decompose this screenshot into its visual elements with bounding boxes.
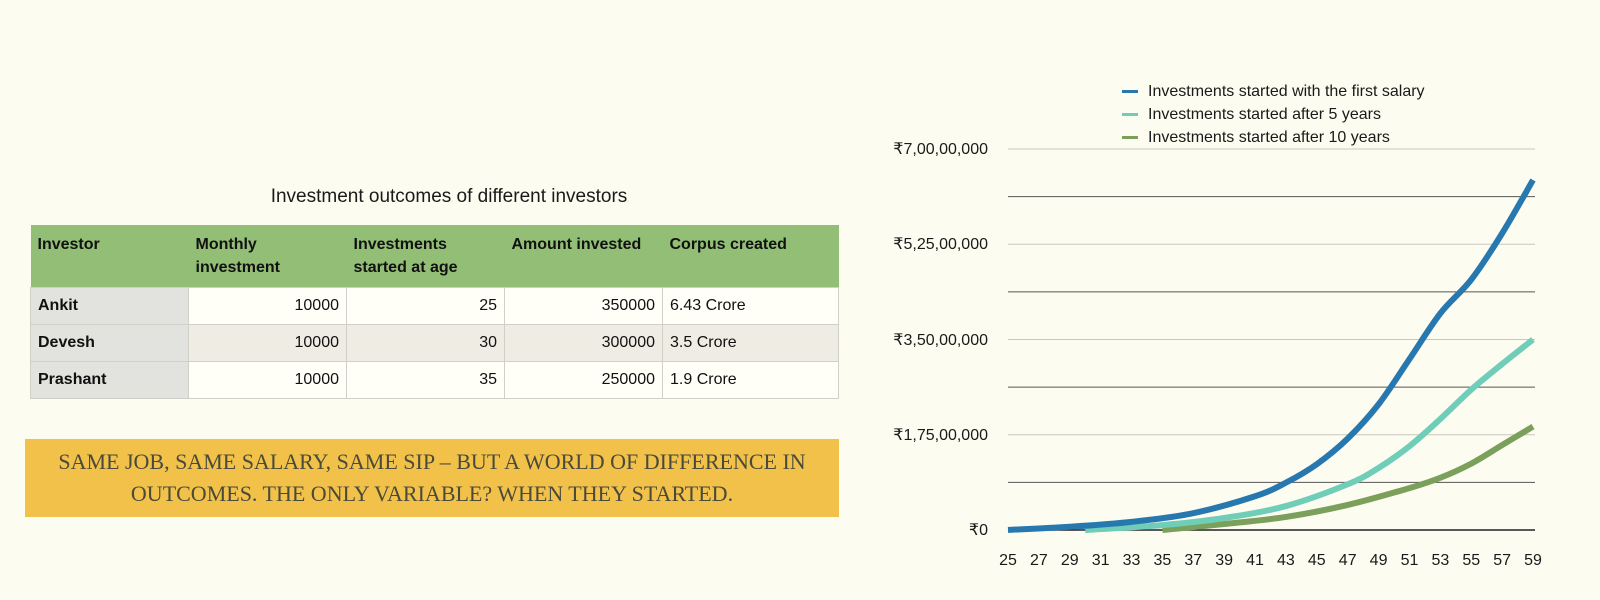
cell-investor: Prashant xyxy=(30,361,189,399)
table-header-row: Investor Monthly investment Investments … xyxy=(30,225,839,288)
cell-invested: 250000 xyxy=(504,361,663,399)
x-tick-label: 41 xyxy=(1246,552,1264,569)
y-tick-label: ₹0 xyxy=(968,522,988,539)
legend-label: Investments started after 10 years xyxy=(1148,128,1390,146)
cell-investor: Ankit xyxy=(30,287,189,325)
legend-label: Investments started with the first salar… xyxy=(1148,82,1425,100)
table-row: Ankit 10000 25 350000 6.43 Crore xyxy=(30,287,839,325)
legend-swatch-icon xyxy=(1122,90,1138,93)
chart-legend: Investments started with the first salar… xyxy=(1122,80,1425,149)
x-tick-label: 33 xyxy=(1122,552,1141,569)
legend-label: Investments started after 5 years xyxy=(1148,105,1381,123)
cell-age: 25 xyxy=(346,287,505,325)
x-tick-label: 39 xyxy=(1215,552,1234,569)
table-row: Prashant 10000 35 250000 1.9 Crore xyxy=(30,361,839,399)
y-tick-label: ₹1,75,00,000 xyxy=(893,426,988,444)
header-investor: Investor xyxy=(30,225,189,288)
header-monthly-investment: Monthly investment xyxy=(188,225,347,288)
cell-age: 35 xyxy=(346,361,505,399)
series-line xyxy=(1162,424,1535,533)
legend-item: Investments started after 10 years xyxy=(1122,126,1425,149)
x-tick-label: 25 xyxy=(999,552,1017,569)
series-line xyxy=(1007,178,1536,533)
x-tick-label: 49 xyxy=(1369,552,1388,569)
cell-invested: 300000 xyxy=(504,324,663,362)
cell-monthly: 10000 xyxy=(188,324,347,362)
header-corpus-created: Corpus created xyxy=(662,225,839,288)
table-row: Devesh 10000 30 300000 3.5 Crore xyxy=(30,324,839,362)
cell-corpus: 3.5 Crore xyxy=(662,324,839,362)
cell-corpus: 1.9 Crore xyxy=(662,361,839,399)
x-tick-label: 35 xyxy=(1153,552,1172,569)
legend-item: Investments started after 5 years xyxy=(1122,103,1425,126)
banner-text: SAME JOB, SAME SALARY, SAME SIP – BUT A … xyxy=(58,449,806,506)
x-tick-label: 45 xyxy=(1307,552,1326,569)
x-tick-label: 51 xyxy=(1400,552,1419,569)
legend-swatch-icon xyxy=(1122,136,1138,139)
legend-swatch-icon xyxy=(1122,113,1138,116)
x-tick-label: 31 xyxy=(1091,552,1110,569)
investment-table: Investor Monthly investment Investments … xyxy=(30,225,839,399)
y-tick-label: ₹5,25,00,000 xyxy=(893,236,988,254)
x-tick-label: 47 xyxy=(1338,552,1357,569)
takeaway-banner: SAME JOB, SAME SALARY, SAME SIP – BUT A … xyxy=(25,439,839,517)
x-tick-label: 59 xyxy=(1524,552,1542,569)
x-tick-label: 29 xyxy=(1060,552,1079,569)
cell-monthly: 10000 xyxy=(188,287,347,325)
x-tick-label: 43 xyxy=(1277,552,1295,569)
x-tick-label: 57 xyxy=(1493,552,1511,569)
table-title: Investment outcomes of different investo… xyxy=(270,186,628,207)
cell-invested: 350000 xyxy=(504,287,663,325)
header-started-at-age: Investments started at age xyxy=(346,225,505,288)
y-tick-label: ₹3,50,00,000 xyxy=(893,331,988,349)
cell-investor: Devesh xyxy=(30,324,189,362)
legend-item: Investments started with the first salar… xyxy=(1122,80,1425,103)
header-amount-invested: Amount invested xyxy=(504,225,663,288)
chart-series xyxy=(1007,178,1536,533)
x-tick-label: 53 xyxy=(1431,552,1450,569)
x-tick-label: 55 xyxy=(1462,552,1481,569)
cell-monthly: 10000 xyxy=(188,361,347,399)
x-tick-label: 37 xyxy=(1184,552,1203,569)
y-tick-label: ₹7,00,00,000 xyxy=(893,141,988,158)
x-tick-label: 27 xyxy=(1029,552,1048,569)
series-line xyxy=(1085,337,1535,533)
